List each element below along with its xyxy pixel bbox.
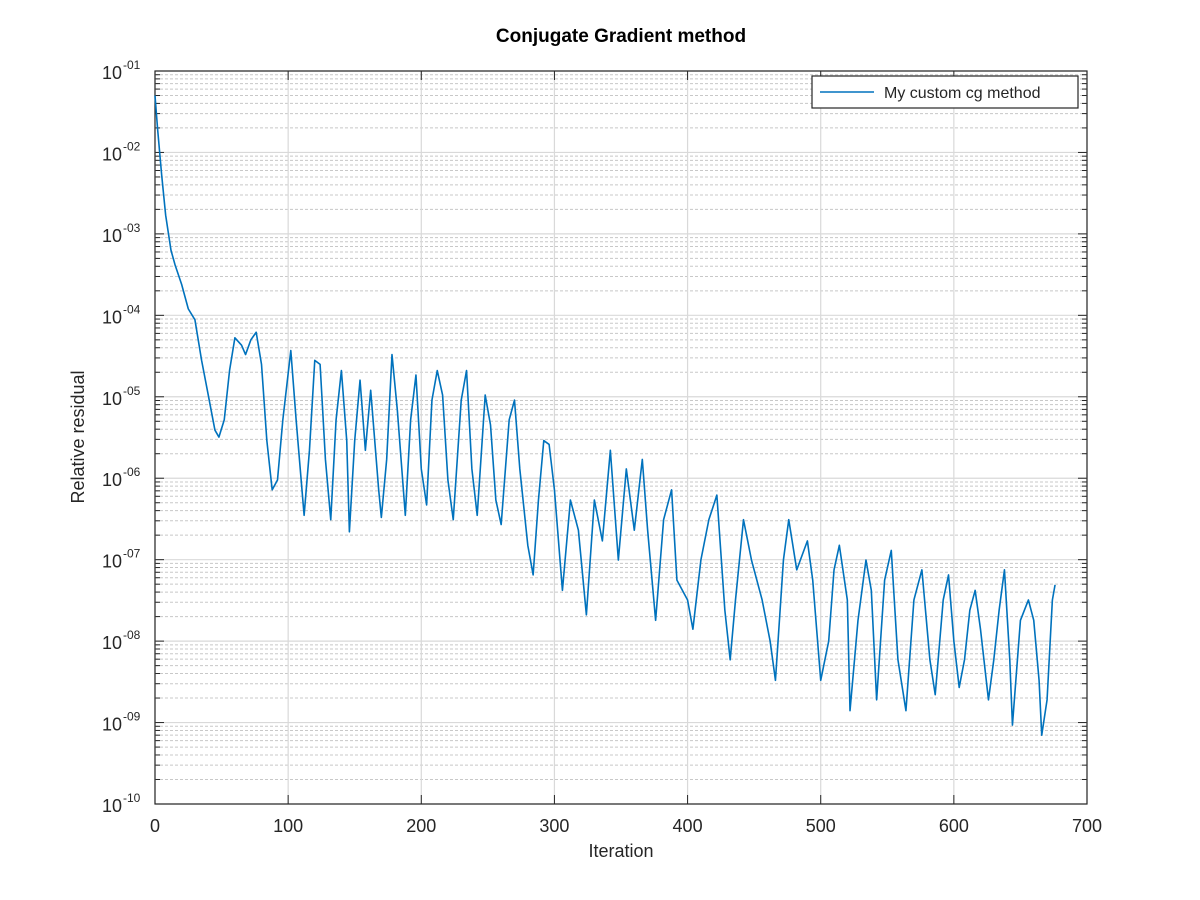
- x-tick-label: 500: [806, 816, 836, 836]
- y-tick-label: 10: [102, 715, 122, 735]
- y-tick-label: 10: [102, 307, 122, 327]
- y-tick-exponent: -01: [123, 58, 141, 72]
- legend-label: My custom cg method: [884, 85, 1041, 102]
- y-tick-label: 10: [102, 63, 122, 83]
- x-tick-label: 700: [1072, 816, 1102, 836]
- y-tick-label: 10: [102, 389, 122, 409]
- x-tick-label: 200: [406, 816, 436, 836]
- y-tick-label: 10: [102, 633, 122, 653]
- series-line: [154, 95, 1056, 736]
- y-tick-label: 10: [102, 470, 122, 490]
- x-tick-label: 0: [150, 816, 160, 836]
- x-tick-label: 400: [673, 816, 703, 836]
- y-tick-exponent: -02: [123, 139, 141, 153]
- y-tick-label: 10: [102, 796, 122, 816]
- y-tick-exponent: -10: [123, 791, 141, 805]
- x-axis-label: Iteration: [588, 841, 653, 861]
- y-tick-exponent: -04: [123, 302, 141, 316]
- y-tick-exponent: -05: [123, 384, 141, 398]
- y-tick-exponent: -03: [123, 221, 141, 235]
- y-tick-exponent: -09: [123, 710, 141, 724]
- y-tick-exponent: -07: [123, 547, 141, 561]
- plot-frame: [154, 70, 1088, 805]
- x-tick-label: 100: [273, 816, 303, 836]
- x-tick-label: 300: [539, 816, 569, 836]
- y-axis-label: Relative residual: [68, 370, 88, 503]
- y-tick-label: 10: [102, 226, 122, 246]
- y-tick-label: 10: [102, 144, 122, 164]
- y-tick-exponent: -06: [123, 465, 141, 479]
- y-tick-exponent: -08: [123, 628, 141, 642]
- y-tick-label: 10: [102, 552, 122, 572]
- chart-title: Conjugate Gradient method: [496, 26, 746, 47]
- x-tick-label: 600: [939, 816, 969, 836]
